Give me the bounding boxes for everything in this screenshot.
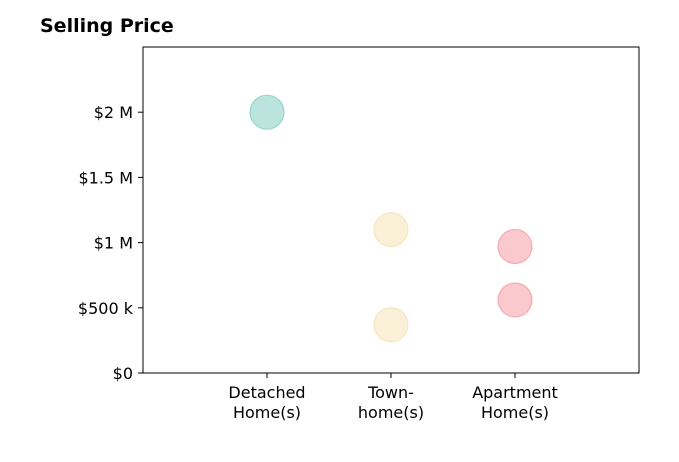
x-tick-label-line: Detached	[228, 383, 305, 402]
data-points	[249, 94, 533, 343]
x-tick-label: Detached Home(s)	[228, 383, 305, 422]
y-tick-label: $0	[113, 364, 133, 383]
x-tick-label-line: home(s)	[358, 403, 424, 422]
data-point	[497, 228, 533, 265]
y-tick-label: $2 M	[94, 103, 133, 122]
data-point	[249, 94, 285, 130]
y-tick-label: $500 k	[78, 299, 134, 318]
x-tick-label: Town-home(s)	[358, 383, 424, 422]
x-tick-label-line: Home(s)	[481, 403, 549, 422]
data-point	[497, 282, 533, 318]
y-axis: $0 $500 k $1 M $1.5 M $2 M	[78, 103, 143, 383]
x-tick-label-line: Town-	[367, 383, 414, 402]
data-point	[373, 211, 409, 248]
y-tick-label: $1.5 M	[78, 168, 133, 187]
data-point	[373, 307, 409, 343]
x-tick-label-line: Apartment	[472, 383, 558, 402]
chart-title: Selling Price	[40, 15, 174, 37]
x-tick-label: Apartment Home(s)	[472, 383, 558, 422]
x-axis: Detached Home(s)Town-home(s)Apartment Home…	[228, 373, 558, 422]
y-tick-label: $1 M	[94, 234, 133, 253]
x-tick-label-line: Home(s)	[233, 403, 301, 422]
